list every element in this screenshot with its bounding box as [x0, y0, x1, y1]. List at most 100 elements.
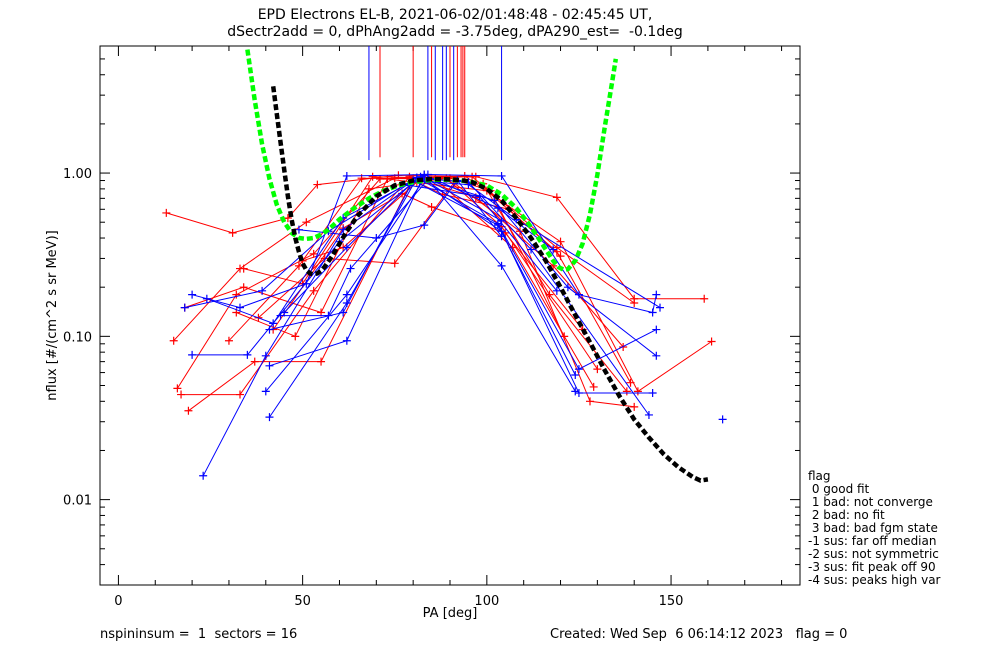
legend-item-not-symmetric: -2 sus: not symmetric — [808, 547, 939, 561]
blue-series-point — [574, 290, 583, 299]
blue-series-point — [243, 350, 252, 359]
red-series-point — [177, 390, 186, 399]
blue-series-point — [265, 413, 274, 422]
blue-series-line — [202, 179, 576, 477]
blue-series-point — [342, 290, 351, 299]
red-series-point — [593, 365, 602, 374]
blue-series-point — [420, 221, 429, 230]
red-series-point — [626, 378, 635, 387]
blue-series-point — [188, 290, 197, 299]
legend-item-no-fit: 2 bad: no fit — [808, 508, 885, 522]
red-series-point — [169, 336, 178, 345]
blue-series-point — [342, 299, 351, 308]
blue-series-line — [265, 178, 657, 392]
x-tick-label: 50 — [294, 594, 311, 609]
red-series-point — [239, 264, 248, 273]
red-series-point — [313, 180, 322, 189]
blue-series-point — [718, 415, 727, 424]
red-series-point — [556, 252, 565, 261]
blue-series-point — [236, 303, 244, 312]
flag-legend: flag 0 good fit 1 bad: not converge 2 ba… — [808, 470, 940, 587]
blue-series-point — [294, 225, 303, 234]
red-series-point — [468, 172, 477, 181]
blue-series-point — [265, 325, 274, 334]
blue-series-line — [206, 174, 576, 392]
blue-series-point — [269, 319, 278, 328]
blue-series-point — [563, 283, 572, 292]
red-series-point — [633, 387, 642, 396]
y-tick-label: 1.00 — [63, 167, 92, 182]
blue-series-point — [493, 221, 502, 230]
footer-spin-info: nspininsum = 1 sectors = 16 — [100, 627, 298, 642]
legend-item-peaks-high-var: -4 sus: peaks high var — [808, 573, 941, 587]
red-series-point — [228, 228, 237, 237]
red-series-point — [556, 237, 565, 246]
blue-series-point — [342, 243, 351, 252]
chart-subtitle: dSectr2add = 0, dPhAng2add = -3.75deg, d… — [227, 24, 683, 40]
legend-item-far-off-median: -1 sus: far off median — [808, 534, 937, 548]
blue-series-point — [574, 365, 583, 374]
blue-series-point — [258, 286, 267, 295]
red-series-line — [176, 175, 712, 393]
red-series-point — [700, 294, 709, 303]
blue-series-point — [571, 370, 580, 379]
blue-series-point — [261, 387, 270, 396]
blue-series-point — [648, 388, 657, 397]
x-tick-label: 150 — [659, 594, 684, 609]
red-series-point — [589, 382, 598, 391]
red-series-point — [162, 208, 171, 217]
red-series-point — [630, 299, 639, 308]
red-series-point — [184, 406, 193, 415]
plot-area — [162, 46, 727, 483]
blue-series-point — [574, 388, 583, 397]
blue-series-point — [652, 351, 661, 360]
y-axis-label: nflux [#/(cm^2 s sr MeV)] — [45, 230, 60, 400]
blue-series-point — [652, 325, 661, 334]
blue-series-point — [180, 303, 189, 312]
blue-series-point — [261, 351, 270, 360]
red-series-line — [272, 192, 583, 330]
legend-item-fit-peak-off: -3 sus: fit peak off 90 — [808, 560, 936, 574]
red-series-line — [228, 177, 595, 388]
blue-series-point — [527, 245, 536, 254]
red-series-point — [364, 184, 373, 193]
x-tick-label: 100 — [474, 594, 499, 609]
legend-title: flag — [808, 469, 831, 483]
x-axis-label: PA [deg] — [423, 606, 478, 621]
red-series-point — [309, 249, 318, 258]
red-series-point — [586, 397, 594, 406]
legend-item-bad-fgm: 3 bad: bad fgm state — [808, 521, 938, 535]
red-series-point — [427, 202, 436, 211]
blue-series-line — [269, 177, 650, 418]
x-tick-label: 0 — [114, 594, 122, 609]
blue-series-point — [656, 303, 664, 312]
blue-series-point — [648, 308, 657, 317]
blue-series-point — [497, 261, 506, 270]
blue-series-point — [652, 290, 661, 299]
blue-series-line — [192, 176, 653, 394]
blue-series-point — [202, 294, 211, 303]
red-series-point — [707, 337, 716, 346]
blue-series-point — [497, 171, 506, 180]
red-series-point — [630, 402, 639, 411]
red-series-line — [166, 174, 705, 300]
blue-series-point — [342, 171, 351, 180]
red-series-point — [368, 172, 377, 181]
red-series-point — [291, 332, 300, 341]
red-series-point — [317, 357, 326, 366]
red-series-point — [236, 390, 244, 399]
chart-title: EPD Electrons EL-B, 2021-06-02/01:48:48 … — [257, 7, 653, 23]
blue-series-point — [302, 279, 311, 288]
legend-item-not-converge: 1 bad: not converge — [808, 495, 933, 509]
blue-series-point — [571, 387, 580, 396]
blue-series-point — [549, 245, 558, 254]
legend-item-good-fit: 0 good fit — [808, 482, 870, 496]
red-series-point — [302, 218, 311, 227]
blue-series-point — [199, 471, 208, 480]
blue-series-point — [346, 264, 355, 273]
black-fit-curve — [270, 86, 709, 483]
red-series-line — [243, 176, 565, 337]
y-tick-label: 0.10 — [63, 330, 92, 345]
red-series-point — [224, 336, 233, 345]
